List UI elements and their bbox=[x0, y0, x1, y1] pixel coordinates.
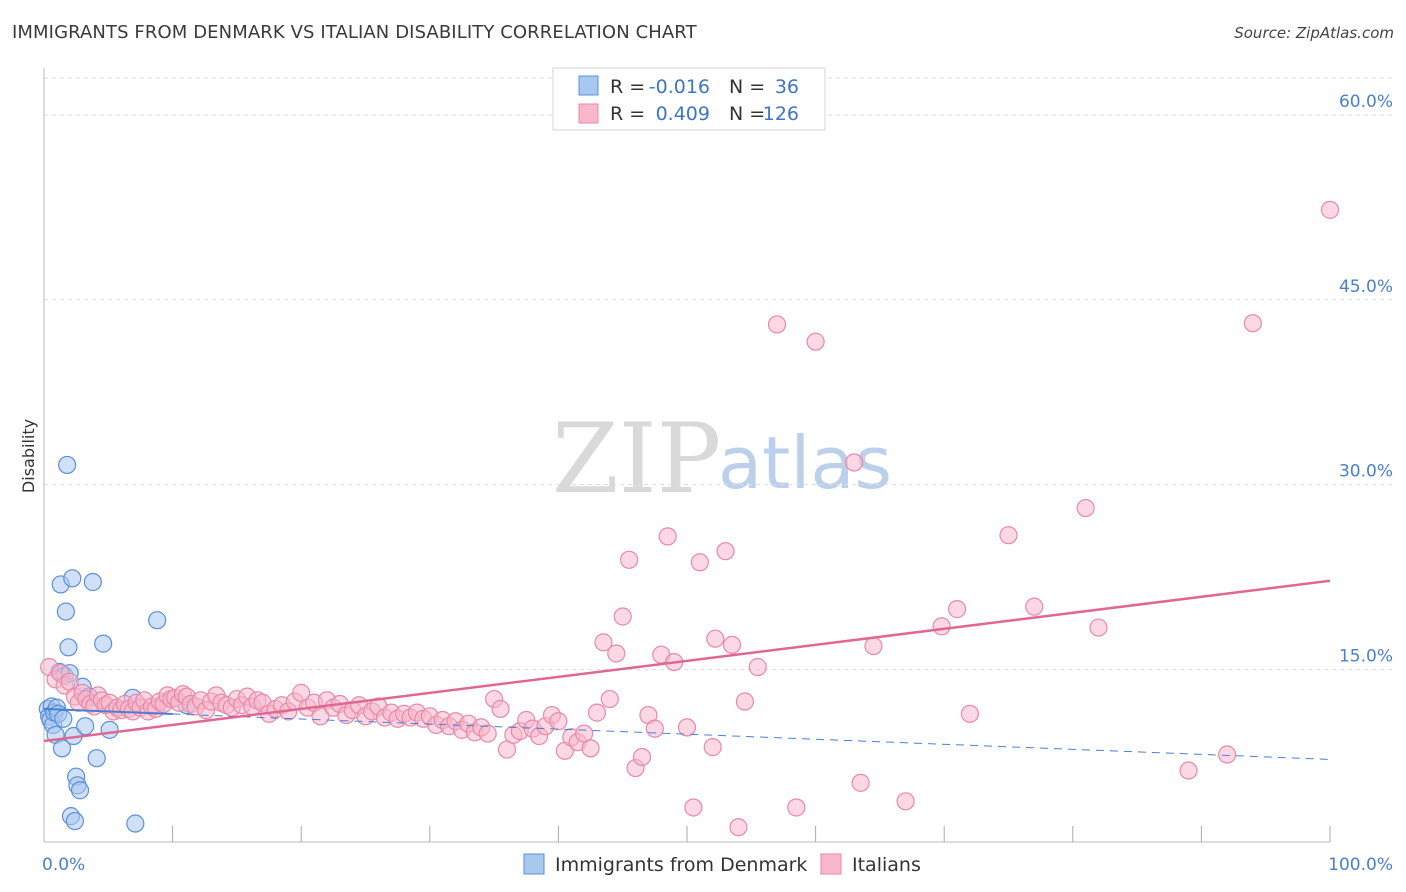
italians-point bbox=[932, 617, 951, 636]
correlation-legend: R = -0.016 N = 36 R = 0.409 N = 126 bbox=[552, 67, 826, 131]
denmark-point bbox=[70, 781, 90, 800]
legend-swatch-blue bbox=[578, 75, 599, 96]
italians-point bbox=[706, 629, 725, 648]
denmark-point bbox=[54, 709, 73, 728]
italians-point bbox=[787, 798, 806, 817]
italians-point bbox=[1243, 314, 1262, 333]
italians-point bbox=[1076, 498, 1095, 518]
chart-title: IMMIGRANTS FROM DENMARK VS ITALIAN DISAB… bbox=[12, 22, 697, 43]
italians-point bbox=[845, 453, 864, 472]
legend-r-value-pink: 0.409 bbox=[656, 103, 710, 125]
series-legend-label-blue: Immigrants from Denmark bbox=[555, 854, 807, 876]
series-legend-label-pink: Italians bbox=[852, 854, 921, 876]
italians-point bbox=[658, 527, 677, 546]
italians-point bbox=[632, 747, 652, 767]
x-tick-label: 100.0% bbox=[1328, 855, 1393, 875]
denmark-point bbox=[126, 814, 145, 833]
denmark-point bbox=[83, 572, 102, 592]
italians-point bbox=[806, 332, 825, 351]
italians-point bbox=[735, 692, 754, 711]
italians-point bbox=[1320, 200, 1340, 219]
italians-point bbox=[478, 724, 497, 743]
italians-point bbox=[491, 699, 510, 719]
legend-n-value-blue: 36 bbox=[775, 76, 799, 98]
italians-point bbox=[677, 718, 697, 737]
italians-point bbox=[645, 719, 664, 738]
legend-n-label-blue: N = bbox=[729, 76, 765, 98]
y-tick-label: 60.0% bbox=[1339, 92, 1393, 112]
italians-point bbox=[549, 712, 568, 731]
italians-point bbox=[690, 553, 709, 572]
denmark-point bbox=[87, 749, 106, 768]
denmark-point bbox=[148, 611, 167, 630]
italians-point bbox=[896, 792, 915, 811]
y-tick-label: 45.0% bbox=[1339, 277, 1393, 297]
legend-n-value-pink: 126 bbox=[763, 103, 799, 125]
legend-r-label-pink: R = bbox=[610, 103, 645, 125]
italians-point bbox=[587, 703, 607, 722]
italians-point bbox=[1089, 618, 1108, 637]
denmark-point bbox=[94, 634, 113, 653]
denmark-point bbox=[59, 638, 78, 657]
trend-lines bbox=[43, 579, 1331, 760]
italians-point bbox=[851, 773, 870, 792]
y-axis-label: Disability bbox=[19, 419, 38, 493]
denmark-point bbox=[56, 602, 75, 621]
italians-point bbox=[960, 704, 980, 723]
italians-point bbox=[594, 633, 613, 652]
legend-r-label-blue: R = bbox=[610, 76, 645, 98]
watermark-zip: ZIP bbox=[552, 403, 721, 515]
italians-point bbox=[999, 526, 1018, 545]
italians-point bbox=[607, 644, 626, 663]
denmark-trend-solid bbox=[43, 707, 173, 715]
italians-point bbox=[722, 635, 742, 654]
y-tick-label: 15.0% bbox=[1339, 646, 1393, 666]
italians-point bbox=[703, 738, 722, 757]
grid-lines bbox=[44, 77, 1393, 670]
italians-point bbox=[620, 550, 639, 569]
italians-point bbox=[748, 657, 767, 677]
legend-swatch-pink bbox=[578, 103, 599, 124]
denmark-point bbox=[65, 811, 84, 831]
axes bbox=[43, 68, 1331, 843]
italians-point bbox=[864, 636, 883, 656]
x-tick-label: 0.0% bbox=[42, 855, 85, 875]
italians-point bbox=[311, 707, 330, 726]
denmark-point bbox=[100, 720, 119, 739]
watermark-atlas: atlas bbox=[718, 421, 892, 505]
italians-point bbox=[684, 798, 703, 817]
denmark-point bbox=[76, 717, 95, 736]
data-points bbox=[38, 200, 1340, 837]
legend-r-value-blue: -0.016 bbox=[649, 76, 710, 98]
source-credit: Source: ZipAtlas.com bbox=[1234, 24, 1394, 42]
denmark-point bbox=[63, 569, 82, 588]
series-legend-swatch-blue bbox=[523, 853, 545, 875]
italians-point bbox=[600, 689, 619, 709]
series-legend: Immigrants from Denmark Italians bbox=[523, 853, 921, 876]
italians-point bbox=[1218, 745, 1237, 764]
italians-point bbox=[729, 818, 748, 837]
denmark-point bbox=[58, 455, 77, 475]
italians-point bbox=[767, 315, 787, 334]
y-tick-label: 30.0% bbox=[1339, 462, 1393, 482]
italians-point bbox=[1025, 597, 1044, 616]
legend-n-label-pink: N = bbox=[729, 103, 765, 125]
italians-point bbox=[947, 600, 967, 619]
italians-point bbox=[1179, 761, 1198, 780]
italians-trend-line bbox=[43, 579, 1331, 743]
series-legend-swatch-pink bbox=[820, 853, 842, 875]
italians-point bbox=[613, 607, 632, 626]
tick-labels: 15.0% 30.0% 45.0% 60.0% 0.0% 100.0% bbox=[42, 92, 1393, 875]
italians-point bbox=[716, 542, 735, 561]
denmark-trend-dashed bbox=[172, 713, 1331, 760]
italians-point bbox=[581, 739, 600, 758]
